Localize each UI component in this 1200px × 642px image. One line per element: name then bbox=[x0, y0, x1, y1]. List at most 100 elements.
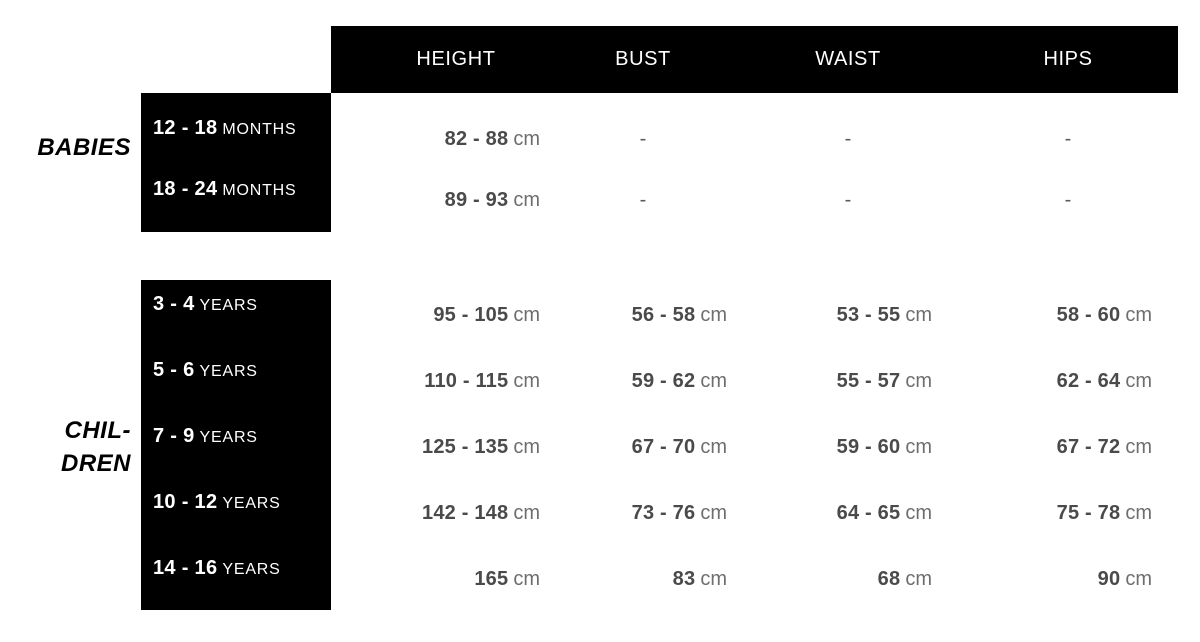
value-cell-height: 82 - 88 cm bbox=[280, 128, 540, 151]
value-cell-hips: 62 - 64 cm bbox=[892, 370, 1152, 393]
value-number: 82 - 88 bbox=[444, 128, 509, 150]
row-age-range: 3 - 4 bbox=[153, 293, 195, 315]
value-cell-bust: 67 - 70 cm bbox=[467, 436, 727, 459]
value-cell-hips: 90 cm bbox=[892, 568, 1152, 591]
value-cell-waist: - bbox=[844, 128, 852, 150]
row-age-range: 5 - 6 bbox=[153, 359, 195, 381]
value-cell-hips: - bbox=[1064, 189, 1072, 211]
value-number: 53 - 55 bbox=[836, 304, 901, 326]
row-age-unit: YEARS bbox=[222, 495, 281, 512]
value-cell-hips: 67 - 72 cm bbox=[892, 436, 1152, 459]
value-number: 68 bbox=[877, 568, 901, 590]
row-age-unit: YEARS bbox=[222, 561, 281, 578]
row-age-range: 12 - 18 bbox=[153, 117, 218, 139]
value-unit: cm bbox=[700, 304, 727, 326]
row-age-unit: MONTHS bbox=[222, 182, 297, 199]
value-cell-waist: 53 - 55 cm bbox=[672, 304, 932, 327]
row-age-unit: MONTHS bbox=[222, 121, 297, 138]
value-cell-waist: 68 cm bbox=[672, 568, 932, 591]
value-number: 67 - 72 bbox=[1056, 436, 1121, 458]
column-header-height: HEIGHT bbox=[416, 48, 496, 70]
value-unit: cm bbox=[1125, 370, 1152, 392]
value-cell-hips: 75 - 78 cm bbox=[892, 502, 1152, 525]
row-label: 10 - 12 YEARS bbox=[153, 491, 281, 514]
row-label: 12 - 18 MONTHS bbox=[153, 117, 297, 140]
row-label: 14 - 16 YEARS bbox=[153, 557, 281, 580]
value-number: 125 - 135 bbox=[422, 436, 509, 458]
value-number: 59 - 60 bbox=[836, 436, 901, 458]
value-unit: cm bbox=[513, 502, 540, 524]
value-cell-waist: 55 - 57 cm bbox=[672, 370, 932, 393]
value-unit: cm bbox=[905, 370, 932, 392]
row-label: 5 - 6 YEARS bbox=[153, 359, 258, 382]
value-unit: cm bbox=[1125, 568, 1152, 590]
column-header-bust: BUST bbox=[615, 48, 671, 70]
row-age-range: 7 - 9 bbox=[153, 425, 195, 447]
value-number: 95 - 105 bbox=[433, 304, 509, 326]
value-unit: cm bbox=[905, 502, 932, 524]
value-number: 59 - 62 bbox=[631, 370, 696, 392]
value-cell-bust: - bbox=[639, 128, 647, 150]
row-age-unit: YEARS bbox=[199, 363, 258, 380]
value-number: 64 - 65 bbox=[836, 502, 901, 524]
value-unit: cm bbox=[1125, 436, 1152, 458]
value-cell-height: 142 - 148 cm bbox=[280, 502, 540, 525]
value-cell-bust: 83 cm bbox=[467, 568, 727, 591]
value-number: 73 - 76 bbox=[631, 502, 696, 524]
value-number: 83 bbox=[672, 568, 696, 590]
value-cell-height: 125 - 135 cm bbox=[280, 436, 540, 459]
value-number: 55 - 57 bbox=[836, 370, 901, 392]
row-age-range: 14 - 16 bbox=[153, 557, 218, 579]
value-number: 75 - 78 bbox=[1056, 502, 1121, 524]
value-cell-waist: 59 - 60 cm bbox=[672, 436, 932, 459]
value-number: 56 - 58 bbox=[631, 304, 696, 326]
value-number: 165 bbox=[474, 568, 509, 590]
value-unit: cm bbox=[513, 568, 540, 590]
column-header-hips: HIPS bbox=[1043, 48, 1093, 70]
value-number: 110 - 115 bbox=[424, 370, 509, 392]
value-unit: cm bbox=[513, 189, 540, 211]
value-cell-waist: - bbox=[844, 189, 852, 211]
value-cell-bust: - bbox=[639, 189, 647, 211]
value-cell-bust: 56 - 58 cm bbox=[467, 304, 727, 327]
value-unit: cm bbox=[700, 436, 727, 458]
value-unit: cm bbox=[1125, 304, 1152, 326]
value-number: 90 bbox=[1097, 568, 1121, 590]
children-label-column: 3 - 4 YEARS 5 - 6 YEARS 7 - 9 YEARS 10 - 12 YEA… bbox=[141, 280, 331, 610]
value-number: 142 - 148 bbox=[422, 502, 509, 524]
value-cell-height: 89 - 93 cm bbox=[280, 189, 540, 212]
value-cell-height: 95 - 105 cm bbox=[280, 304, 540, 327]
value-unit: cm bbox=[700, 502, 727, 524]
row-age-unit: YEARS bbox=[199, 297, 258, 314]
value-cell-hips: - bbox=[1064, 128, 1072, 150]
babies-label-column: 12 - 18 MONTHS 18 - 24 MONTHS bbox=[141, 93, 331, 232]
value-unit: cm bbox=[513, 436, 540, 458]
value-unit: cm bbox=[513, 304, 540, 326]
value-number: 89 - 93 bbox=[444, 189, 509, 211]
value-unit: cm bbox=[513, 370, 540, 392]
value-cell-bust: 73 - 76 cm bbox=[467, 502, 727, 525]
value-number: 67 - 70 bbox=[631, 436, 696, 458]
row-label: 7 - 9 YEARS bbox=[153, 425, 258, 448]
row-label: 18 - 24 MONTHS bbox=[153, 178, 297, 201]
row-age-range: 18 - 24 bbox=[153, 178, 218, 200]
value-unit: cm bbox=[905, 436, 932, 458]
value-unit: cm bbox=[700, 370, 727, 392]
value-cell-height: 165 cm bbox=[280, 568, 540, 591]
table-header-bar: HEIGHT BUST WAIST HIPS bbox=[331, 26, 1178, 93]
group-name-children: CHIL- DREN bbox=[60, 417, 131, 477]
value-unit: cm bbox=[905, 568, 932, 590]
row-age-range: 10 - 12 bbox=[153, 491, 218, 513]
column-header-waist: WAIST bbox=[815, 48, 881, 70]
value-number: 58 - 60 bbox=[1056, 304, 1121, 326]
row-age-unit: YEARS bbox=[199, 429, 258, 446]
value-unit: cm bbox=[513, 128, 540, 150]
value-unit: cm bbox=[700, 568, 727, 590]
group-name-babies: BABIES bbox=[37, 134, 131, 161]
value-cell-hips: 58 - 60 cm bbox=[892, 304, 1152, 327]
row-label: 3 - 4 YEARS bbox=[153, 293, 258, 316]
value-cell-height: 110 - 115 cm bbox=[280, 370, 540, 393]
value-cell-bust: 59 - 62 cm bbox=[467, 370, 727, 393]
value-cell-waist: 64 - 65 cm bbox=[672, 502, 932, 525]
